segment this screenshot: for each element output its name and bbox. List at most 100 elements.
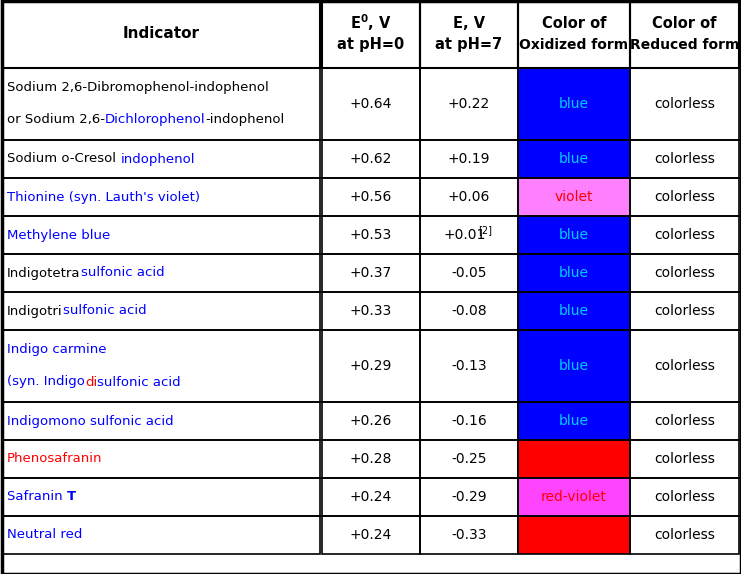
Bar [420,0,518,68]
Text: +0.22: +0.22 [448,97,490,111]
Text: +0.56: +0.56 [350,190,392,204]
Bar [322,216,420,254]
Text: colorless: colorless [654,190,715,204]
Bar [322,330,420,402]
Bar [2,440,320,478]
Bar [322,440,420,478]
Bar [322,516,420,554]
Bar [518,402,630,440]
Bar [518,478,630,516]
Bar [322,68,420,140]
Text: or Sodium 2,6-: or Sodium 2,6- [7,114,105,126]
Bar [630,402,739,440]
Bar [518,68,630,140]
Bar [420,254,518,292]
Text: blue: blue [559,228,589,242]
Bar [630,516,739,554]
Text: -0.13: -0.13 [451,359,487,373]
Bar [420,478,518,516]
Bar [322,254,420,292]
Bar [322,140,420,178]
Text: colorless: colorless [654,228,715,242]
Text: at pH=0: at pH=0 [337,37,405,52]
Bar [322,178,420,216]
Text: +0.26: +0.26 [350,414,392,428]
Bar [518,216,630,254]
Text: Thionine (syn. Lauth's violet): Thionine (syn. Lauth's violet) [7,191,200,204]
Bar [420,178,518,216]
Bar [322,402,420,440]
Text: +0.06: +0.06 [448,190,491,204]
Bar [420,68,518,140]
Bar [518,140,630,178]
Bar [420,292,518,330]
Bar [322,0,420,68]
Bar [518,440,630,478]
Text: E, V: E, V [453,15,485,30]
Bar [2,254,320,292]
Bar [420,330,518,402]
Bar [630,0,739,68]
Bar [630,0,739,68]
Text: Color of: Color of [542,15,606,30]
Text: -indophenol: -indophenol [205,114,285,126]
Bar [2,0,320,68]
Text: (syn. Indigo: (syn. Indigo [7,375,85,389]
Bar [2,0,320,68]
Bar [630,330,739,402]
Bar [630,216,739,254]
Text: Sodium o-Cresol: Sodium o-Cresol [7,153,120,165]
Bar [518,292,630,330]
Bar [518,178,630,216]
Text: Dichlorophenol: Dichlorophenol [105,114,205,126]
Bar [518,0,630,68]
Text: Reduced form: Reduced form [630,38,740,52]
Bar [518,330,630,402]
Bar [420,178,518,216]
Bar [420,216,518,254]
Text: -0.33: -0.33 [451,528,487,542]
Bar [420,440,518,478]
Text: -0.08: -0.08 [451,304,487,318]
Bar [420,402,518,440]
Bar [630,440,739,478]
Bar [518,140,630,178]
Text: colorless: colorless [654,359,715,373]
Text: +0.29: +0.29 [350,359,392,373]
Bar [518,254,630,292]
Bar [322,68,420,140]
Text: Indigotri: Indigotri [7,304,63,317]
Text: red: red [562,528,585,542]
Bar [420,330,518,402]
Bar [630,254,739,292]
Bar [630,254,739,292]
Bar [322,516,420,554]
Bar [322,440,420,478]
Bar [2,478,320,516]
Bar [322,178,420,216]
Text: Color of: Color of [652,15,717,30]
Text: -0.05: -0.05 [451,266,487,280]
Text: colorless: colorless [654,414,715,428]
Bar [2,178,320,216]
Bar [322,0,420,68]
Bar [2,140,320,178]
Bar [2,292,320,330]
Bar [630,140,739,178]
Text: sulfonic acid: sulfonic acid [81,266,164,280]
Bar [2,68,320,140]
Bar [420,516,518,554]
Text: blue: blue [559,152,589,166]
Bar [518,0,630,68]
Text: +0.64: +0.64 [350,97,392,111]
Bar [420,68,518,140]
Text: +0.37: +0.37 [350,266,392,280]
Bar [420,292,518,330]
Bar [518,178,630,216]
Bar [420,140,518,178]
Text: +0.24: +0.24 [350,490,392,504]
Text: [2]: [2] [478,225,492,235]
Text: +0.19: +0.19 [448,152,491,166]
Text: -0.16: -0.16 [451,414,487,428]
Text: colorless: colorless [654,97,715,111]
